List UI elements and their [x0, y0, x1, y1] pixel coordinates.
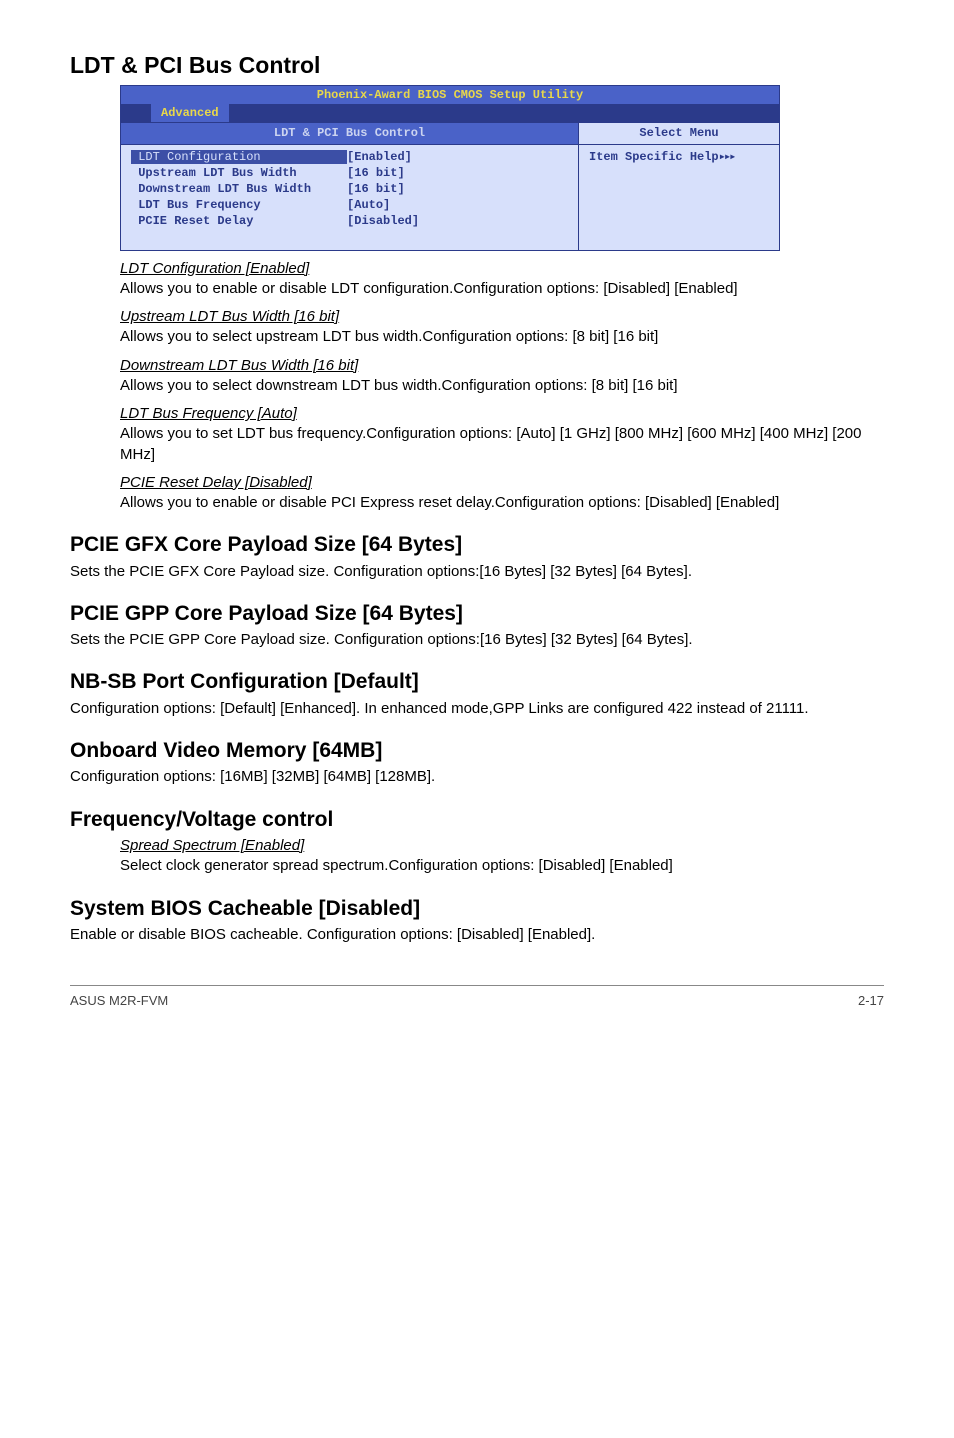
heading-sysbios: System BIOS Cacheable [Disabled]: [70, 895, 884, 923]
heading-onboard-video: Onboard Video Memory [64MB]: [70, 737, 884, 765]
footer-right: 2-17: [858, 992, 884, 1010]
opt-body-ldt-freq: Allows you to set LDT bus frequency.Conf…: [120, 424, 884, 465]
bios-tab-advanced: Advanced: [151, 104, 229, 122]
body-pcie-gpp: Sets the PCIE GPP Core Payload size. Con…: [70, 630, 884, 650]
bios-tab-row: Advanced: [121, 104, 779, 122]
opt-body-upstream: Allows you to select upstream LDT bus wi…: [120, 327, 884, 347]
bios-panel-title: LDT & PCI Bus Control: [121, 122, 579, 143]
freq-volt-block: Spread Spectrum [Enabled] Select clock g…: [70, 836, 884, 877]
opt-head-downstream: Downstream LDT Bus Width [16 bit]: [120, 356, 884, 376]
bios-row-highlight: LDT Configuration: [131, 150, 347, 164]
bios-help-text: Item Specific Help: [589, 150, 719, 164]
arrows-icon: ▸▸▸: [719, 150, 735, 164]
bios-title-bar: Phoenix-Award BIOS CMOS Setup Utility: [121, 86, 779, 104]
opt-head-spread: Spread Spectrum [Enabled]: [120, 836, 884, 856]
opt-body-ldt-config: Allows you to enable or disable LDT conf…: [120, 279, 884, 299]
heading-nbsb: NB-SB Port Configuration [Default]: [70, 668, 884, 696]
bios-row: PCIE Reset Delay [Disabled]: [131, 214, 419, 228]
bios-column-headers: LDT & PCI Bus Control Select Menu: [121, 122, 779, 143]
bios-row-hl-value: [Enabled]: [347, 150, 412, 164]
opt-body-downstream: Allows you to select downstream LDT bus …: [120, 376, 884, 396]
bios-row: Upstream LDT Bus Width [16 bit]: [131, 166, 405, 180]
opt-head-ldt-config: LDT Configuration [Enabled]: [120, 259, 884, 279]
heading-ldt-pci: LDT & PCI Bus Control: [70, 50, 884, 81]
bios-menu-title: Select Menu: [579, 122, 779, 143]
opt-body-spread: Select clock generator spread spectrum.C…: [120, 856, 884, 876]
opt-head-ldt-freq: LDT Bus Frequency [Auto]: [120, 404, 884, 424]
bios-row: Downstream LDT Bus Width [16 bit]: [131, 182, 405, 196]
heading-pcie-gfx: PCIE GFX Core Payload Size [64 Bytes]: [70, 531, 884, 559]
bios-settings-list: LDT Configuration [Enabled] Upstream LDT…: [121, 145, 579, 250]
page-footer: ASUS M2R-FVM 2-17: [70, 985, 884, 1010]
heading-pcie-gpp: PCIE GPP Core Payload Size [64 Bytes]: [70, 600, 884, 628]
body-sysbios: Enable or disable BIOS cacheable. Config…: [70, 925, 884, 945]
opt-head-upstream: Upstream LDT Bus Width [16 bit]: [120, 307, 884, 327]
body-pcie-gfx: Sets the PCIE GFX Core Payload size. Con…: [70, 562, 884, 582]
opt-body-pcie-reset: Allows you to enable or disable PCI Expr…: [120, 493, 884, 513]
bios-row: LDT Bus Frequency [Auto]: [131, 198, 390, 212]
ldt-options-block: LDT Configuration [Enabled] Allows you t…: [70, 259, 884, 514]
bios-body: LDT Configuration [Enabled] Upstream LDT…: [121, 144, 779, 250]
bios-help-panel: Item Specific Help▸▸▸: [579, 145, 779, 250]
body-onboard-video: Configuration options: [16MB] [32MB] [64…: [70, 767, 884, 787]
bios-screenshot: Phoenix-Award BIOS CMOS Setup Utility Ad…: [120, 85, 780, 251]
body-nbsb: Configuration options: [Default] [Enhanc…: [70, 699, 884, 719]
heading-freq-volt: Frequency/Voltage control: [70, 806, 884, 834]
opt-head-pcie-reset: PCIE Reset Delay [Disabled]: [120, 473, 884, 493]
footer-left: ASUS M2R-FVM: [70, 992, 168, 1010]
